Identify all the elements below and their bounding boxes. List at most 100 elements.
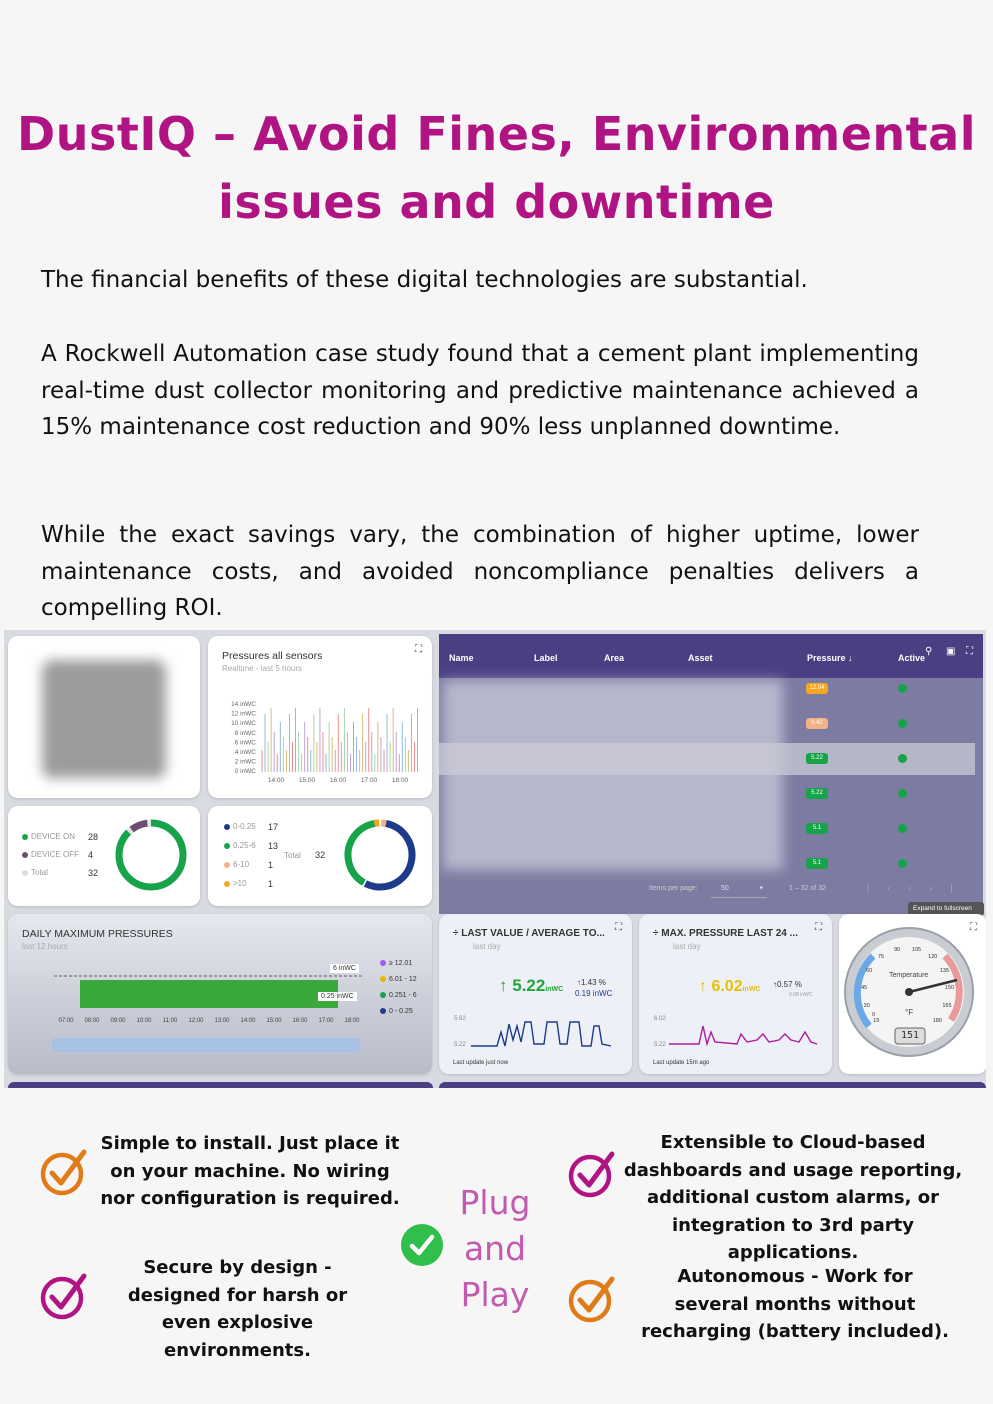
device-legend-value: 28 [88, 832, 99, 842]
last-value-footer: Last update just now [453, 1060, 509, 1066]
daily-x-tick: 18:00 [344, 1018, 360, 1024]
pressures-chart: 14 inWC 12 inWC 10 inWC 8 inWC 6 inWC 4 inWC 2… [231, 701, 419, 784]
col-pressure[interactable]: Pressure ↓ [807, 653, 853, 663]
pressures-title: Pressures all sensors [222, 650, 323, 662]
title-line-1: DustIQ – Avoid Fines, Environmental [17, 107, 976, 161]
expand-icon[interactable]: ⛶ [615, 922, 622, 933]
expand-icon[interactable]: ⛶ [970, 922, 977, 933]
table-row[interactable]: 5.1 [439, 854, 975, 887]
pressure-badge: 6.42 [806, 718, 828, 729]
daily-pressure-band [80, 980, 338, 1008]
col-area[interactable]: Area [604, 653, 625, 663]
table-row[interactable]: 5.22 [439, 749, 975, 782]
check-orange-icon [40, 1149, 87, 1196]
col-asset[interactable]: Asset [688, 653, 713, 663]
daily-max-card: DAILY MAXIMUM PRESSURES last 12 hours 07… [8, 914, 432, 1074]
pressures-y-tick: 2 inWC [235, 759, 257, 766]
check-magenta-icon [568, 1151, 615, 1198]
device-legend-label: DEVICE OFF [31, 850, 80, 859]
expand-icon[interactable]: ⛶ [415, 644, 422, 655]
last-value-main: ↑ 5.22inWC [499, 976, 564, 995]
gauge-tick-label: 75 [877, 954, 884, 961]
sensor-photo-card [8, 636, 200, 798]
active-status-dot [898, 859, 907, 868]
last-value-ybottom: 5.22 [454, 1042, 466, 1048]
table-row[interactable]: 5.22 [439, 784, 975, 817]
check-orange-icon [568, 1276, 615, 1323]
daily-x-tick: 09:00 [110, 1018, 126, 1024]
plug-word-3: Play [460, 1275, 530, 1314]
max-pressure-ytop: 6.02 [654, 1016, 666, 1022]
gauge-readout: 151 [901, 1030, 920, 1041]
gauge-label: Temperature [889, 972, 929, 979]
pressures-x-tick: 15:00 [299, 777, 316, 784]
pressures-y-tick: 6 inWC [235, 739, 257, 746]
daily-legend-item: 0 - 0.25 [380, 1008, 413, 1015]
daily-legend-label: 6.01 - 12 [389, 976, 417, 983]
bottom-card-edge [439, 1082, 986, 1088]
daily-legend-label: ≥ 12.01 [389, 960, 413, 967]
blurred-photo [42, 660, 166, 778]
chevron-down-icon: ▾ [759, 885, 763, 892]
search-icon[interactable]: ⚲ [925, 646, 933, 657]
table-row[interactable]: 5.1 [439, 819, 975, 852]
range-legend-item: 0-0.25 17 [224, 822, 278, 832]
gauge-tick-label: 90 [894, 946, 901, 953]
pressures-y-tick: 14 inWC [231, 701, 256, 708]
range-total-value: 32 [315, 850, 326, 860]
daily-high-label: 6 inWC [330, 964, 359, 973]
pressures-subtitle: Realtime - last 5 hours [222, 664, 303, 673]
daily-range-slider[interactable] [52, 1038, 360, 1052]
col-active[interactable]: Active [898, 653, 926, 663]
blurred-table-rows [443, 680, 783, 870]
pressures-x-tick: 17:00 [361, 777, 378, 784]
pressures-y-tick: 4 inWC [235, 749, 257, 756]
last-value-card: ÷ LAST VALUE / AVERAGE TO... last day ⛶ … [439, 914, 632, 1074]
last-value-sparkline [471, 1021, 612, 1047]
expand-icon[interactable]: ⛶ [815, 922, 822, 933]
items-per-page-select[interactable]: 50 ▾ [711, 878, 767, 898]
device-status-card: DEVICE ON 28 DEVICE OFF 4 Total 32 [8, 806, 200, 906]
device-legend-value: 4 [88, 850, 94, 860]
daily-low-label: 0.25 inWC [318, 992, 357, 1001]
max-pressure-main: ↑ 6.02inWC [699, 978, 761, 995]
last-value-change: ↑1.43 % [577, 978, 606, 987]
pressures-y-tick: 12 inWC [231, 711, 256, 718]
last-value-title: ÷ LAST VALUE / AVERAGE TO... [453, 928, 605, 939]
page-title: DustIQ – Avoid Fines, Environmental issu… [0, 100, 993, 236]
legend-dot [380, 960, 386, 967]
daily-legend-item: 0.251 - 6 [380, 992, 417, 999]
range-legend-value: 17 [268, 822, 279, 832]
fullscreen-icon[interactable]: ⛶ [966, 646, 973, 657]
max-pressure-change-text: 0.57 % [777, 980, 802, 989]
range-legend-label: 6-10 [233, 860, 250, 869]
feature-secure: Secure by design - designed for harsh or… [127, 1257, 348, 1361]
pressure-badge: 5.1 [806, 858, 828, 869]
col-name[interactable]: Name [449, 653, 474, 663]
table-row[interactable]: 12.04 [439, 679, 975, 712]
daily-x-tick: 16:00 [292, 1018, 308, 1024]
pagination-controls[interactable]: |‹‹›| [867, 883, 971, 893]
range-legend-label: >10 [233, 879, 247, 888]
daily-x-tick: 14:00 [240, 1018, 256, 1024]
table-row-highlight [439, 743, 975, 775]
title-line-2: issues and downtime [218, 175, 775, 229]
fullscreen-tooltip: Expand to fullscreen [908, 902, 984, 916]
last-value-avg: 0.19 inWC [575, 989, 613, 998]
daily-title: DAILY MAXIMUM PRESSURES [22, 928, 173, 940]
paragraph-case-study: A Rockwell Automation case study found t… [41, 341, 919, 440]
col-label[interactable]: Label [534, 653, 558, 663]
feature-extensible: Extensible to Cloud-based dashboards and… [623, 1132, 963, 1263]
pressures-y-tick: 8 inWC [235, 730, 257, 737]
daily-subtitle: last 12 hours [22, 942, 68, 951]
table-row[interactable]: 6.42 [439, 714, 975, 747]
last-value-subtitle: last day [473, 942, 501, 951]
feature-autonomous: Autonomous - Work for several months wit… [641, 1266, 949, 1342]
device-legend-value: 32 [88, 868, 99, 878]
device-legend-item: DEVICE OFF 4 [22, 850, 93, 860]
max-pressure-change: ↑0.57 % [773, 980, 802, 989]
paragraph-roi: While the exact savings vary, the combin… [41, 522, 919, 621]
range-legend-item: >10 1 [224, 879, 273, 889]
export-icon[interactable]: ▣ [946, 646, 956, 657]
feature-easy-install: Simple to install. Just place it on your… [100, 1133, 400, 1209]
